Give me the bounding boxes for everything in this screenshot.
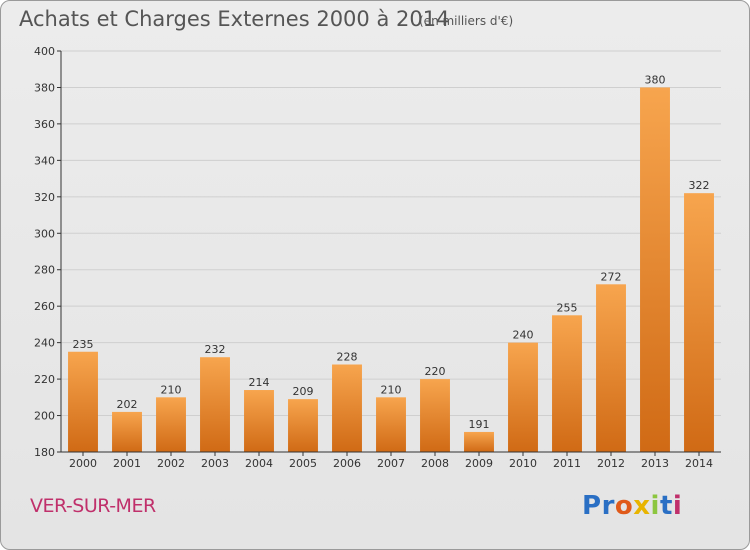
proxiti-logo[interactable]: Proxiti	[582, 491, 682, 521]
y-tick-label: 380	[34, 81, 55, 94]
y-tick-label: 400	[34, 45, 55, 58]
bar	[376, 397, 406, 452]
data-label: 240	[513, 329, 534, 342]
data-label: 272	[601, 270, 622, 283]
data-label: 255	[557, 301, 578, 314]
data-label: 322	[689, 179, 710, 192]
bar	[288, 399, 318, 452]
bar	[200, 357, 230, 452]
y-tick-label: 260	[34, 300, 55, 313]
bar	[640, 87, 670, 453]
x-tick-label: 2002	[157, 457, 185, 470]
x-tick-label: 2001	[113, 457, 141, 470]
bar	[332, 364, 362, 452]
chart-title: Achats et Charges Externes 2000 à 2014	[19, 7, 450, 31]
x-tick-label: 2005	[289, 457, 317, 470]
x-tick-label: 2007	[377, 457, 405, 470]
x-tick-label: 2012	[597, 457, 625, 470]
data-label: 228	[337, 351, 358, 364]
bars: 235 202 210 232 214 209 228 210 220 191 240 255 272 3…	[68, 73, 714, 453]
x-tick-label: 2009	[465, 457, 493, 470]
logo-letter: x	[633, 491, 651, 521]
y-tick-label: 340	[34, 154, 55, 167]
data-label: 210	[161, 383, 182, 396]
data-label: 380	[645, 73, 666, 86]
data-label: 232	[205, 343, 226, 356]
axes: 180 200 220 240 260 280 300 320 340 360 380 400 2000…	[34, 45, 721, 470]
x-tick-label: 2014	[685, 457, 713, 470]
bar	[420, 379, 450, 452]
logo-letter: i	[650, 491, 660, 521]
x-tick-label: 2004	[245, 457, 273, 470]
bar	[68, 351, 98, 452]
logo-letter: P	[582, 491, 602, 521]
data-label: 220	[425, 365, 446, 378]
y-tick-label: 240	[34, 337, 55, 350]
data-label: 202	[117, 398, 138, 411]
data-label: 210	[381, 383, 402, 396]
bar	[112, 411, 142, 452]
bar	[552, 315, 582, 452]
y-tick-label: 180	[34, 446, 55, 459]
y-tick-label: 220	[34, 373, 55, 386]
x-tick-label: 2003	[201, 457, 229, 470]
y-tick-label: 200	[34, 410, 55, 423]
x-tick-label: 2010	[509, 457, 537, 470]
y-tick-label: 360	[34, 118, 55, 131]
data-label: 191	[469, 418, 490, 431]
bar	[156, 397, 186, 452]
x-tick-label: 2006	[333, 457, 361, 470]
bar	[684, 193, 714, 452]
place-name: VER-SUR-MER	[30, 495, 156, 517]
x-tick-label: 2013	[641, 457, 669, 470]
y-tick-label: 280	[34, 264, 55, 277]
bar	[244, 390, 274, 452]
logo-letter: o	[614, 491, 634, 521]
data-label: 214	[249, 376, 270, 389]
logo-letter: r	[601, 491, 615, 521]
bar	[596, 284, 626, 452]
chart-subtitle: (en milliers d'€)	[419, 14, 514, 28]
data-label: 209	[293, 385, 314, 398]
bar	[464, 431, 494, 452]
logo-letter: t	[659, 491, 673, 521]
x-tick-label: 2011	[553, 457, 581, 470]
y-tick-label: 320	[34, 191, 55, 204]
bar	[508, 342, 538, 452]
logo-letter: i	[672, 491, 683, 521]
y-tick-label: 300	[34, 227, 55, 240]
x-tick-label: 2000	[69, 457, 97, 470]
x-tick-label: 2008	[421, 457, 449, 470]
data-label: 235	[73, 338, 94, 351]
